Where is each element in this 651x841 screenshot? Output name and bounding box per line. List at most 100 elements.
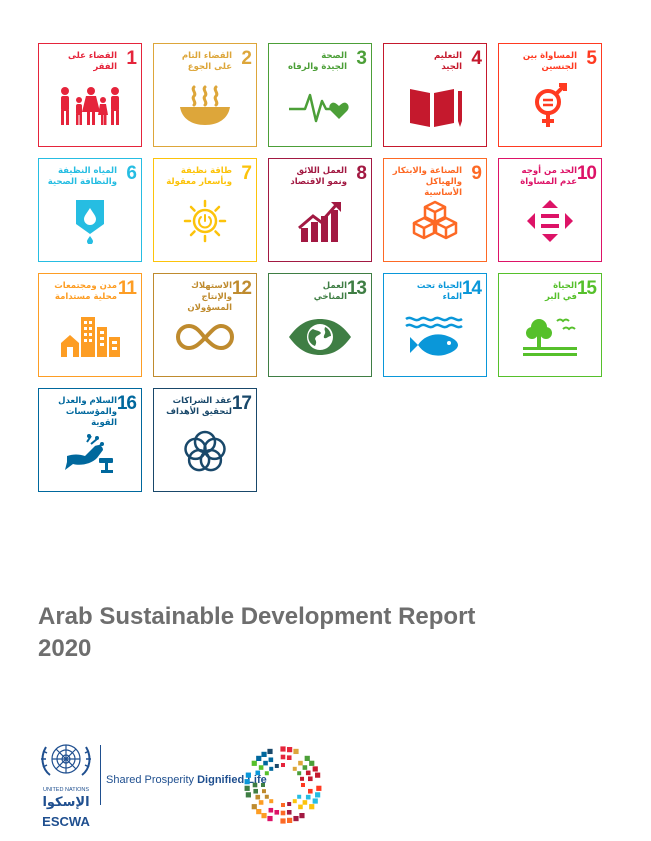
wheel-dot	[304, 755, 310, 761]
wheel-dot	[298, 804, 303, 810]
goal-label: القضاء التام على الجوع	[181, 51, 232, 72]
goal-label: الحياة في البر	[545, 281, 577, 302]
wheel-dot	[301, 783, 305, 787]
goal-label: طاقة نظيفة وبأسعار معقولة	[166, 166, 232, 187]
sdg-tile-4: 4 التعليم الجيد	[383, 43, 487, 147]
sdg-tile-7: 7 طاقة نظيفة وبأسعار معقولة	[153, 158, 257, 262]
wheel-dot	[305, 770, 311, 776]
wheel-dot	[293, 815, 299, 822]
tree-birds-icon	[517, 313, 583, 359]
people-icon	[57, 83, 123, 129]
sdg-tile-13: 13 العمل المناخي	[268, 273, 372, 377]
sdg-tile-1: 1 القضاء على الفقر	[38, 43, 142, 147]
buildings-icon	[57, 313, 123, 359]
wheel-dot	[255, 794, 261, 800]
wheel-dot	[268, 757, 274, 763]
wheel-dot	[244, 785, 250, 791]
wheel-dot	[244, 779, 250, 785]
goal-number: 5	[586, 48, 597, 69]
wheel-dot	[302, 765, 308, 770]
goal-label: الاستهلاك والإنتاج المسؤولان	[187, 281, 232, 313]
logo-divider	[100, 745, 101, 805]
wheel-dot	[292, 799, 297, 804]
bowl-icon	[172, 83, 238, 129]
goal-number: 11	[117, 278, 137, 299]
un-emblem-icon	[41, 744, 91, 776]
goal-number: 7	[241, 163, 252, 184]
goal-label: التعليم الجيد	[434, 51, 462, 72]
wheel-dot	[258, 800, 264, 805]
growth-chart-icon	[287, 198, 353, 244]
sun-power-icon	[172, 198, 238, 244]
un-label: UNITED NATIONS	[42, 787, 90, 793]
wheel-dot	[267, 815, 273, 822]
goal-label: السلام والعدل والمؤسسات القوية	[58, 396, 117, 428]
wheel-dot	[261, 751, 267, 757]
sdg-tile-16: 16 السلام والعدل والمؤسسات القوية	[38, 388, 142, 492]
wheel-dot	[263, 760, 268, 766]
goal-label: العمل المناخي	[313, 281, 347, 302]
wheel-dot	[312, 766, 318, 772]
cubes-icon	[402, 198, 468, 244]
goal-number: 13	[346, 278, 367, 299]
wheel-dot	[256, 809, 262, 815]
wheel-dot	[308, 788, 313, 794]
wheel-dot	[309, 804, 315, 810]
wheel-dot	[281, 803, 285, 807]
goal-label: المياه النظيفة والنظافة الصحية	[47, 166, 117, 187]
goal-label: الصحة الجيدة والرفاه	[287, 51, 347, 72]
wheel-dot	[269, 766, 274, 771]
escwa-arabic-name: الإسكوا	[42, 795, 90, 810]
wheel-dot	[267, 748, 273, 755]
wheel-dot	[251, 760, 257, 766]
goal-label: العمل اللائق ونمو الاقتصاد	[290, 166, 347, 187]
goal-label: الحياة تحت الماء	[416, 281, 462, 302]
wheel-dot	[293, 748, 299, 755]
wheel-dot	[245, 772, 251, 778]
goal-number: 15	[576, 278, 597, 299]
wheel-dot	[245, 792, 251, 798]
wheel-dot	[255, 770, 261, 776]
goal-label: مدن ومجتمعات محلية مستدامة	[54, 281, 117, 302]
sdg-tile-12: 12 الاستهلاك والإنتاج المسؤولان	[153, 273, 257, 377]
wheel-dot	[299, 813, 305, 819]
sdg-tile-9: 9 الصناعة والابتكار والهياكل الأساسية	[383, 158, 487, 262]
wheel-dot	[268, 807, 274, 813]
goal-label: عقد الشراكات لتحقيق الأهداف	[166, 396, 232, 417]
goal-number: 3	[356, 48, 367, 69]
wheel-dot	[269, 799, 274, 804]
goal-number: 16	[116, 393, 137, 414]
report-title-line1: Arab Sustainable Development Report	[38, 603, 476, 630]
wheel-dot	[287, 747, 293, 753]
wheel-dot	[308, 776, 313, 782]
sdg-tile-8: 8 العمل اللائق ونمو الاقتصاد	[268, 158, 372, 262]
heartbeat-icon	[287, 83, 353, 129]
wheel-dot	[261, 783, 265, 787]
wheel-dot	[292, 766, 297, 771]
wheel-dot	[264, 794, 269, 799]
wheel-dot	[315, 772, 321, 778]
sdg-tile-11: 11 مدن ومجتمعات محلية مستدامة	[38, 273, 142, 377]
wheel-dot	[297, 794, 302, 799]
wheel-dot	[300, 776, 305, 781]
wheel-dot	[287, 802, 292, 807]
escwa-name: ESCWA	[42, 814, 90, 829]
wheel-dot	[287, 817, 293, 823]
wheel-dot	[305, 794, 311, 800]
equality-icon	[517, 198, 583, 244]
wheel-dot	[264, 771, 269, 776]
goal-number: 12	[231, 278, 252, 299]
goal-number: 6	[126, 163, 137, 184]
wheel-dot	[312, 798, 318, 804]
book-icon	[402, 83, 468, 129]
sdg-tile-14: 14 الحياة تحت الماء	[383, 273, 487, 377]
sdg-tile-17: 17 عقد الشراكات لتحقيق الأهداف	[153, 388, 257, 492]
goal-number: 9	[471, 163, 482, 184]
sdg-tile-2: 2 القضاء التام على الجوع	[153, 43, 257, 147]
wheel-dot	[261, 813, 267, 819]
goal-number: 1	[126, 48, 137, 69]
earth-eye-icon	[287, 313, 353, 359]
sdg-tile-6: 6 المياه النظيفة والنظافة الصحية	[38, 158, 142, 262]
goal-label: المساواة بين الجنسين	[522, 51, 577, 72]
report-title: Arab Sustainable Development Report 2020	[38, 601, 598, 665]
